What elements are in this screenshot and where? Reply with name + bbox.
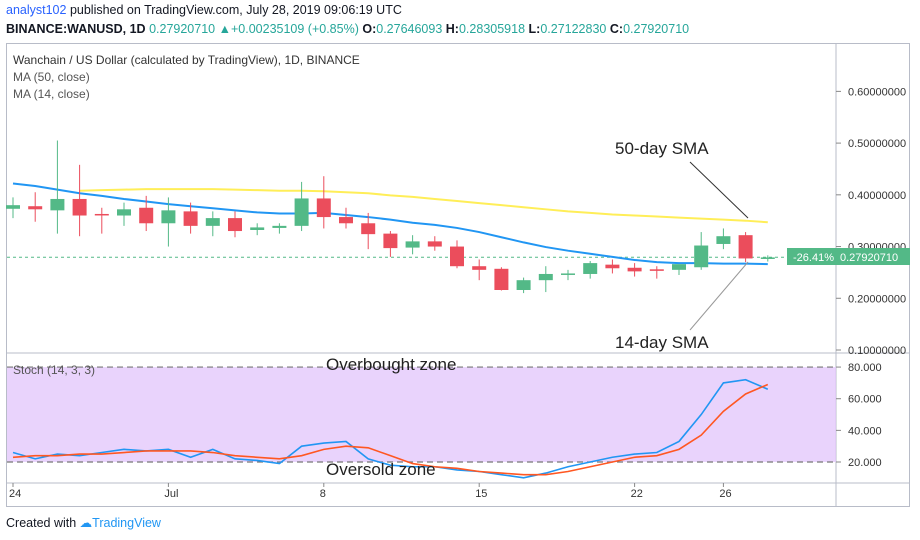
candle-body[interactable] — [472, 266, 487, 270]
high-label: H: — [445, 22, 459, 36]
sma50-annotation: 50-day SMA — [615, 139, 709, 158]
high-value: 0.28305918 — [458, 22, 526, 36]
candle-body[interactable] — [516, 280, 531, 290]
stoch-line-1 — [12, 383, 769, 476]
candle-body[interactable] — [450, 246, 464, 267]
time-tick-label: 24 — [9, 488, 21, 500]
stoch-tick-label: 40.000 — [848, 425, 882, 437]
candle-body[interactable] — [6, 205, 20, 209]
candle-body[interactable] — [28, 206, 43, 210]
candle-body[interactable] — [183, 211, 198, 226]
time-tick-label: 15 — [475, 488, 487, 500]
stoch-tick-label: 60.000 — [848, 394, 882, 406]
price-tick-label: 0.40000000 — [848, 190, 906, 202]
price-badge — [787, 248, 910, 265]
candle-body[interactable] — [405, 241, 420, 248]
low-value: 0.27122830 — [540, 22, 607, 36]
candle-body[interactable] — [716, 236, 731, 244]
candle-body[interactable] — [694, 245, 709, 268]
price-tick-label: 0.20000000 — [848, 293, 906, 305]
time-tick-label: 8 — [320, 488, 326, 500]
time-tick-label: 26 — [719, 488, 731, 500]
candle-body[interactable] — [760, 257, 775, 259]
candle-body[interactable] — [94, 213, 109, 216]
stoch-legend[interactable]: Stoch (14, 3, 3) — [13, 363, 96, 377]
candle-body[interactable] — [427, 241, 442, 247]
candle-body[interactable] — [361, 223, 376, 235]
stoch-band-fill — [7, 367, 836, 463]
candle-body[interactable] — [494, 268, 509, 290]
publish-info: analyst102 published on TradingView.com,… — [6, 3, 402, 17]
open-value: 0.27646093 — [376, 22, 443, 36]
ma-line-1 — [12, 182, 768, 266]
candle-body[interactable] — [605, 264, 620, 269]
price-tick-label: 0.50000000 — [848, 138, 906, 150]
candle-body[interactable] — [161, 210, 176, 224]
footer-prefix: Created with — [6, 516, 77, 530]
candle-body[interactable] — [272, 225, 287, 228]
sma50-pointer-line — [689, 161, 749, 219]
stoch-tick-label: 20.000 — [848, 457, 882, 469]
chart-frame[interactable] — [6, 43, 910, 507]
candle-body[interactable] — [383, 233, 398, 249]
footer: Created with ☁TradingView — [6, 515, 161, 530]
candle-body[interactable] — [627, 267, 642, 272]
candle-body[interactable] — [649, 269, 664, 271]
ma14-legend[interactable]: MA (14, close) — [13, 87, 90, 101]
change-value: +0.00235109 (+0.85%) — [230, 22, 359, 36]
footer-brand[interactable]: TradingView — [92, 516, 161, 530]
price-badge-pct: -26.41% — [793, 252, 834, 264]
candle-body[interactable] — [72, 198, 87, 216]
close-label: C: — [609, 22, 624, 36]
price-badge-price: 0.27920710 — [840, 252, 898, 264]
published-text: published on TradingView.com, July 28, 2… — [66, 3, 402, 17]
candle-body[interactable] — [738, 235, 753, 259]
open-label: O: — [362, 22, 377, 36]
author-link[interactable]: analyst102 — [6, 3, 67, 17]
candle-body[interactable] — [205, 218, 220, 226]
candle-body[interactable] — [250, 227, 265, 230]
candle-body[interactable] — [294, 198, 309, 226]
tradingview-logo-icon: ☁ — [79, 516, 93, 530]
candle-body[interactable] — [538, 273, 553, 281]
symbol-label: BINANCE:WANUSD, 1D — [6, 22, 146, 36]
candle-body[interactable] — [583, 263, 598, 274]
stoch-lines-group — [12, 378, 769, 479]
last-price: 0.27920710 — [149, 22, 216, 36]
sma14-annotation: 14-day SMA — [615, 333, 709, 352]
candle-body[interactable] — [50, 198, 65, 211]
time-tick-label: Jul — [164, 488, 178, 500]
ma-line-0 — [79, 188, 768, 224]
up-arrow-icon: ▲ — [218, 22, 231, 36]
candle-body[interactable] — [561, 273, 575, 275]
price-axis-labels: 0.600000000.500000000.400000000.30000000… — [836, 86, 906, 469]
candle-body[interactable] — [672, 264, 686, 270]
close-value: 0.27920710 — [623, 22, 690, 36]
sma14-pointer-line — [689, 261, 749, 331]
moving-average-group — [12, 182, 768, 266]
time-axis-labels: 24 Jul 8 15 22 26 — [9, 483, 732, 500]
oversold-annotation: Oversold zone — [326, 460, 436, 479]
chart-title: Wanchain / US Dollar (calculated by Trad… — [13, 53, 360, 67]
price-tick-label: 0.10000000 — [848, 345, 906, 357]
ohlc-bar: BINANCE:WANUSD, 1D 0.27920710 ▲+0.002351… — [6, 22, 689, 36]
stoch-tick-label: 80.000 — [848, 362, 882, 374]
candle-body[interactable] — [139, 207, 154, 224]
ma50-legend[interactable]: MA (50, close) — [13, 70, 90, 84]
candle-body[interactable] — [228, 218, 242, 232]
candle-body[interactable] — [316, 198, 331, 218]
candle-body[interactable] — [339, 217, 353, 224]
low-label: L: — [528, 22, 541, 36]
time-tick-label: 22 — [631, 488, 643, 500]
candle-body[interactable] — [117, 209, 131, 216]
overbought-annotation: Overbought zone — [326, 355, 456, 374]
price-tick-label: 0.60000000 — [848, 86, 906, 98]
stoch-line-0 — [12, 378, 769, 479]
stoch-band-group — [7, 366, 836, 463]
candles-group — [6, 140, 775, 294]
